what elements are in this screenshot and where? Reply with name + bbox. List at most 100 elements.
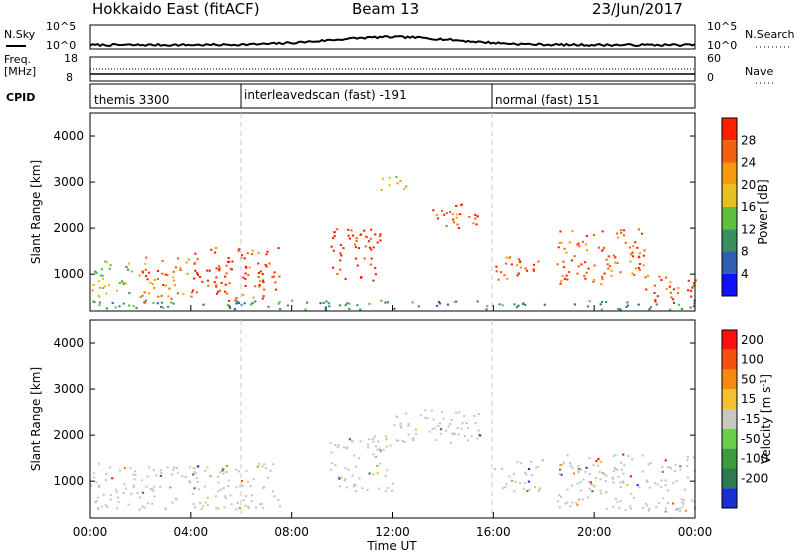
velocity-cell (455, 411, 458, 414)
power-cell (369, 237, 372, 240)
velocity-cell (337, 444, 340, 446)
power-cell (161, 260, 164, 263)
velocity-cell (664, 459, 667, 462)
y-tick-label: 4000 (53, 336, 84, 350)
power-cell (166, 274, 169, 277)
power-cell (374, 233, 377, 236)
power-cell (677, 303, 681, 306)
velocity-cell (337, 475, 340, 478)
velocity-cell (616, 500, 619, 503)
power-cell (537, 260, 540, 263)
power-cell (228, 260, 231, 263)
velocity-cell (466, 426, 469, 429)
power-cell (97, 294, 100, 297)
power-cell (455, 205, 458, 207)
power-cell (616, 232, 619, 235)
power-cell (201, 280, 204, 283)
power-cell (344, 304, 347, 307)
power-cell (121, 280, 124, 283)
power-cell (565, 251, 568, 254)
velocity-cell (603, 473, 606, 476)
freq-label-line-1: Freq. (4, 53, 31, 66)
power-cell (384, 301, 387, 304)
y-tick-label: 1000 (53, 267, 84, 281)
velocity-cell (215, 506, 218, 509)
power-cell (160, 305, 163, 308)
colorbar-tick-label: -200 (741, 471, 768, 485)
power-cell (689, 306, 692, 309)
velocity-cell (97, 508, 100, 511)
velocity-cell (373, 435, 376, 438)
power-cell (339, 268, 342, 271)
velocity-cell (372, 453, 375, 456)
velocity-cell (612, 470, 615, 473)
power-cell (676, 292, 680, 295)
power-cell (164, 284, 168, 287)
power-cell (223, 290, 227, 293)
power-cell (228, 299, 231, 302)
power-cell (379, 233, 382, 236)
power-cell (139, 296, 142, 299)
velocity-cell (111, 477, 114, 480)
velocity-cell (105, 473, 108, 475)
power-heatmap-cells (91, 176, 697, 311)
power-cell (637, 228, 640, 231)
power-cell (601, 249, 604, 251)
velocity-cell (246, 505, 249, 508)
velocity-cell (204, 469, 207, 472)
power-cell (517, 272, 520, 275)
power-cell (266, 250, 269, 253)
velocity-cell (414, 428, 417, 431)
power-cell (215, 283, 218, 286)
velocity-cell (571, 501, 574, 504)
power-cell (436, 217, 440, 220)
power-cell (210, 248, 213, 251)
power-cell (263, 288, 266, 291)
power-cell (581, 240, 584, 243)
velocity-cell (646, 504, 649, 507)
velocity-cell (644, 502, 647, 505)
power-cell (122, 283, 125, 286)
power-cell (347, 228, 350, 231)
velocity-cell (372, 473, 375, 476)
velocity-cell (439, 432, 442, 435)
colorbar-swatch (722, 488, 737, 508)
power-cell (566, 278, 569, 281)
power-cell (399, 180, 402, 182)
velocity-cell (385, 445, 388, 448)
velocity-cell (461, 422, 464, 425)
power-cell (386, 301, 390, 304)
power-cell (257, 251, 260, 254)
power-cell (125, 266, 128, 269)
velocity-cell (399, 425, 402, 427)
power-cell (106, 261, 109, 264)
power-cell (576, 243, 579, 246)
velocity-cell (558, 506, 561, 509)
velocity-cell (236, 502, 239, 505)
colorbar-tick-label: 8 (741, 245, 749, 259)
velocity-cell (384, 490, 387, 493)
power-cell (519, 261, 522, 264)
power-cell (370, 248, 373, 251)
velocity-cell (646, 480, 649, 483)
velocity-cell (664, 479, 667, 482)
power-cell (351, 234, 355, 237)
power-cell (601, 275, 604, 278)
power-cell (264, 263, 267, 266)
power-cell (517, 258, 520, 261)
power-cell (367, 240, 370, 243)
power-cell (219, 289, 222, 292)
velocity-cell (124, 487, 128, 490)
velocity-cell (511, 479, 514, 482)
velocity-cell (344, 467, 347, 470)
power-cell (638, 256, 641, 259)
power-cell (319, 302, 322, 305)
power-cell (648, 308, 651, 311)
power-cell (573, 303, 576, 306)
colorbar-swatch (722, 389, 737, 410)
power-cell (336, 228, 339, 231)
velocity-cell (632, 496, 635, 499)
velocity-cell (647, 509, 650, 512)
velocity-cell (204, 501, 207, 504)
velocity-cell (393, 424, 396, 427)
